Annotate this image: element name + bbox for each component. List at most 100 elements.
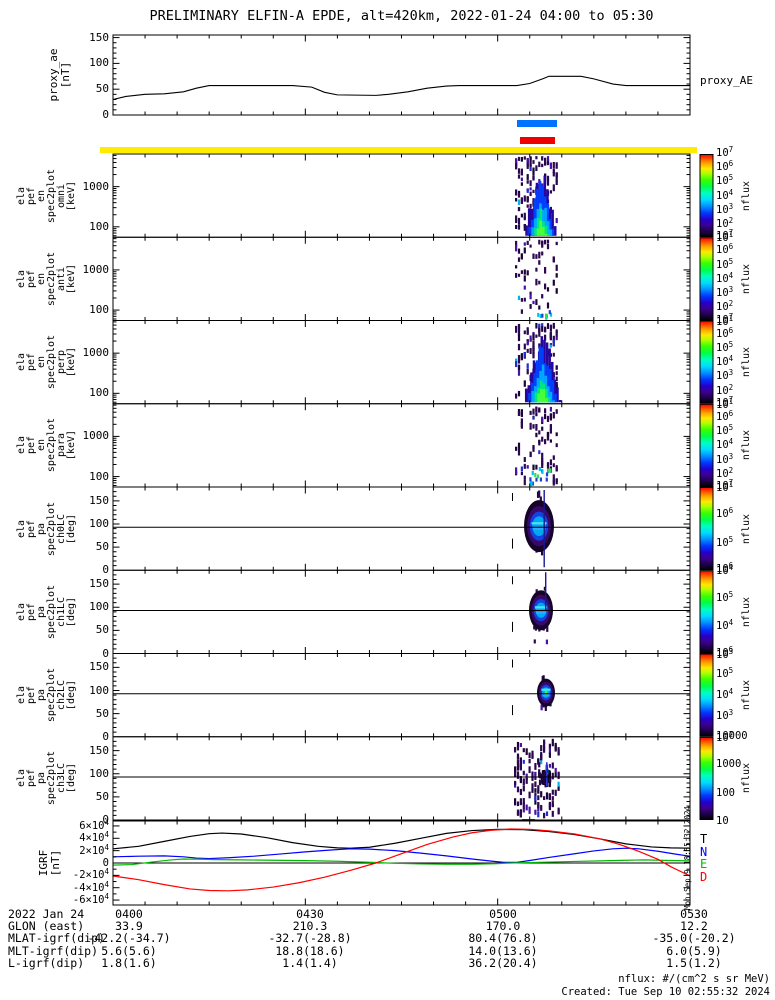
colorbar-pa-ch3LC	[699, 736, 714, 820]
ytick-pa-ch0LC-50: 50	[95, 540, 109, 554]
colorbar-tick-en-perp-0: 107	[716, 311, 734, 326]
ytick-pa-ch0LC-0: 0	[102, 563, 109, 577]
colorbar-label-en-para: nflux	[740, 405, 754, 485]
colorbar-tick-pa-ch0LC-3: 104	[716, 563, 734, 578]
footer-value-r4c1: 1.4(1.4)	[282, 955, 338, 970]
ytick-pa-ch2LC-100: 100	[89, 683, 109, 697]
colorbar-tick-en-para-0: 107	[716, 394, 734, 409]
proxy-ae-ytick-50: 50	[95, 82, 109, 96]
ytick-pa-ch1LC-150: 150	[89, 577, 109, 591]
ylabel-word: [deg]	[66, 763, 77, 794]
colorbar-tick-en-perp-5: 102	[716, 382, 734, 397]
ytick-pa-ch3LC-150: 150	[89, 743, 109, 757]
footer-value-r0c2: 0500	[489, 907, 517, 921]
igrf-ytick-4×10^4: 4×104	[79, 830, 109, 845]
colorbar-tick-en-omni-2: 105	[716, 173, 734, 188]
colorbar-tick-pa-ch2LC-1: 105	[716, 665, 734, 680]
footer-value-r2c3: -35.0(-20.2)	[652, 931, 736, 946]
colorbar-tick-en-para-5: 102	[716, 465, 734, 480]
spectrogram-panel-pa-ch0LC	[112, 486, 691, 571]
ytick-pa-ch2LC-50: 50	[95, 706, 109, 720]
spectrogram-panel-pa-ch3LC	[112, 736, 691, 821]
colorbar-tick-en-anti-5: 102	[716, 299, 734, 314]
colorbar-en-anti	[699, 237, 714, 321]
footer-value-r4c3: 1.5(1.2)	[666, 955, 722, 970]
colorbar-tick-en-omni-4: 103	[716, 201, 734, 216]
colorbar-label-en-omni: nflux	[740, 156, 754, 236]
igrf-ytick-6×10^4: 6×104	[79, 817, 109, 832]
ytick-pa-ch1LC-100: 100	[89, 600, 109, 614]
spectrogram-data-en-para	[515, 406, 558, 487]
footer-row-label-0: 2022 Jan 24	[8, 907, 85, 921]
colorbar-tick-pa-ch2LC-3: 103	[716, 708, 734, 723]
ytick-en-anti-1000: 1000	[82, 262, 110, 276]
nflux-label-text: nflux	[741, 263, 752, 294]
ytick-pa-ch1LC-50: 50	[95, 623, 109, 637]
ytick-pa-ch0LC-150: 150	[89, 493, 109, 507]
colorbar-tick-en-para-4: 103	[716, 451, 734, 466]
ytick-pa-ch3LC-100: 100	[89, 766, 109, 780]
footer-value-r1c0: 33.9	[115, 919, 143, 934]
figure-title: PRELIMINARY ELFIN-A EPDE, alt=420km, 202…	[149, 8, 654, 24]
colorbar-tick-en-perp-6: 101	[716, 396, 734, 411]
science-zone-bar-blue	[517, 120, 557, 127]
colorbar-en-omni	[699, 154, 714, 238]
ytick-pa-ch1LC-0: 0	[102, 646, 109, 660]
nflux-label-text: nflux	[741, 680, 752, 711]
colorbar-tick-en-anti-2: 105	[716, 256, 734, 271]
colorbar-label-pa-ch0LC: nflux	[740, 489, 754, 569]
footer-value-r2c2: 80.4(76.8)	[468, 931, 538, 946]
spectrogram-panel-en-anti	[112, 236, 691, 321]
colorbar-tick-en-para-2: 105	[716, 423, 734, 438]
footer-value-r0c0: 0400	[115, 907, 143, 921]
colorbar-pa-ch0LC	[699, 487, 714, 571]
colorbar-tick-pa-ch0LC-2: 105	[716, 534, 734, 549]
igrf-ytick-2×10^4: 2×104	[79, 842, 109, 857]
nflux-label-text: nflux	[741, 180, 752, 211]
colorbar-tick-en-anti-0: 107	[716, 228, 734, 243]
colorbar-tick-en-omni-3: 104	[716, 187, 734, 202]
proxy-ae-ytick-150: 150	[89, 30, 109, 44]
colorbar-pa-ch2LC	[699, 653, 714, 737]
colorbar-tick-en-perp-4: 103	[716, 368, 734, 383]
spectrogram-data-pa-ch0LC	[512, 490, 554, 568]
colorbar-tick-pa-ch2LC-0: 106	[716, 644, 734, 659]
igrf-legend-D: D	[700, 869, 708, 884]
footer-row-label-2: MLAT-igrf(dip)	[8, 931, 105, 946]
series-line	[112, 828, 691, 892]
ytick-en-anti-100: 100	[89, 303, 109, 317]
igrf-ytick--6×10^4: -6×104	[72, 892, 109, 907]
proxy-ae-ytick-100: 100	[89, 56, 109, 70]
proxy-ae-panel	[112, 34, 691, 116]
footer-value-r4c0: 1.8(1.6)	[101, 955, 157, 970]
colorbar-tick-pa-ch0LC-1: 106	[716, 506, 734, 521]
nflux-label-text: nflux	[741, 596, 752, 627]
colorbar-tick-en-para-6: 101	[716, 480, 734, 494]
colorbar-tick-en-para-1: 106	[716, 408, 734, 423]
ytick-pa-ch2LC-0: 0	[102, 729, 109, 743]
colorbar-tick-en-perp-3: 104	[716, 354, 734, 369]
footer-value-r0c1: 0430	[296, 907, 324, 921]
colorbar-label-pa-ch3LC: nflux	[740, 738, 754, 818]
ytick-pa-ch2LC-150: 150	[89, 660, 109, 674]
spectrogram-data-pa-ch2LC	[512, 659, 555, 716]
ytick-en-perp-1000: 1000	[82, 346, 110, 360]
colorbar-tick-pa-ch1LC-2: 104	[716, 618, 734, 633]
footer-row-label-1: GLON (east)	[8, 919, 85, 934]
igrf-ytick--4×10^4: -4×104	[72, 879, 109, 894]
footer-value-r3c1: 18.8(18.6)	[275, 943, 345, 958]
spectrogram-panel-pa-ch2LC	[112, 653, 691, 738]
colorbar-tick-pa-ch3LC-1: 1000	[716, 758, 742, 771]
sunlight-bar-yellow	[100, 147, 697, 153]
spectrogram-panel-en-perp	[112, 320, 691, 405]
nflux-label-text: nflux	[741, 430, 752, 461]
colorbar-tick-pa-ch1LC-0: 106	[716, 561, 734, 576]
proxy-ae-right-label: proxy_AE	[700, 74, 753, 87]
colorbar-en-perp	[699, 320, 714, 404]
footer-value-r1c1: 210.3	[292, 919, 328, 934]
footer-value-r2c0: -42.2(-34.7)	[87, 931, 171, 946]
proxy-ae-ytick-0: 0	[102, 108, 109, 121]
